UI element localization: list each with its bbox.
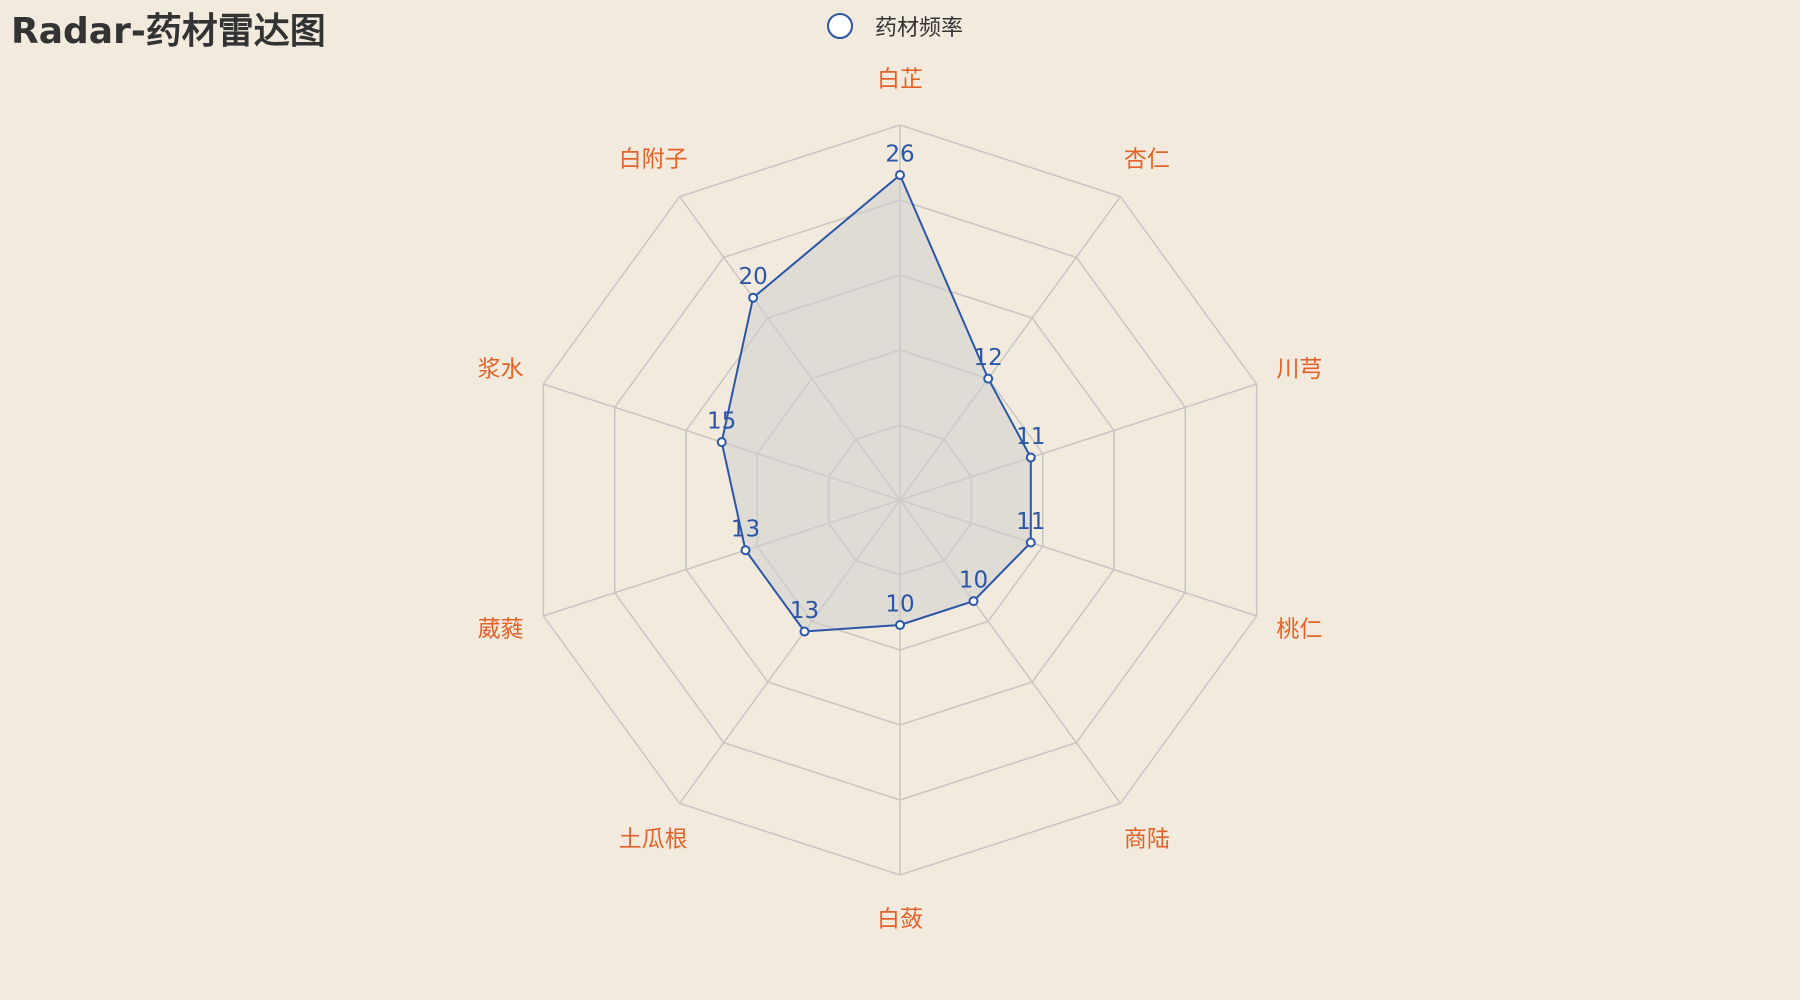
- value-label: 13: [790, 598, 819, 624]
- data-point[interactable]: [895, 620, 905, 630]
- data-point[interactable]: [983, 373, 994, 384]
- data-point[interactable]: [1025, 537, 1036, 548]
- value-label: 13: [731, 517, 760, 543]
- indicator-label: 商陆: [1124, 826, 1170, 852]
- value-label: 20: [738, 264, 767, 290]
- data-point[interactable]: [799, 626, 810, 637]
- indicator-label: 桃仁: [1276, 616, 1322, 642]
- legend-item-series[interactable]: 药材频率: [827, 8, 963, 44]
- data-point[interactable]: [716, 437, 727, 448]
- indicator-label: 杏仁: [1124, 147, 1170, 173]
- data-point[interactable]: [1025, 452, 1036, 463]
- value-label: 12: [974, 345, 1003, 371]
- indicator-label: 川芎: [1276, 357, 1322, 383]
- radar-series: [716, 170, 1036, 637]
- data-point[interactable]: [748, 292, 759, 303]
- value-label: 26: [885, 142, 914, 168]
- indicator-label: 白附子: [619, 147, 688, 173]
- indicator-label: 葳蕤: [478, 616, 524, 642]
- indicator-label: 白芷: [877, 67, 923, 93]
- legend-label: 药材频率: [875, 16, 964, 41]
- value-label: 10: [885, 592, 914, 618]
- indicator-label: 浆水: [478, 357, 524, 383]
- value-label: 11: [1016, 424, 1045, 450]
- legend-circle-icon: [827, 13, 853, 39]
- chart-title: Radar-药材雷达图: [11, 11, 326, 52]
- data-point[interactable]: [740, 545, 751, 556]
- value-label: 15: [707, 409, 736, 435]
- radar-value-labels: 26 12 11 11 10 10 13 13 15 20: [707, 142, 1045, 625]
- indicator-label: 土瓜根: [619, 826, 688, 852]
- data-point[interactable]: [895, 170, 905, 180]
- value-label: 10: [959, 568, 988, 594]
- data-point[interactable]: [968, 596, 979, 607]
- value-label: 11: [1016, 509, 1045, 535]
- indicator-label: 白蔹: [877, 907, 923, 933]
